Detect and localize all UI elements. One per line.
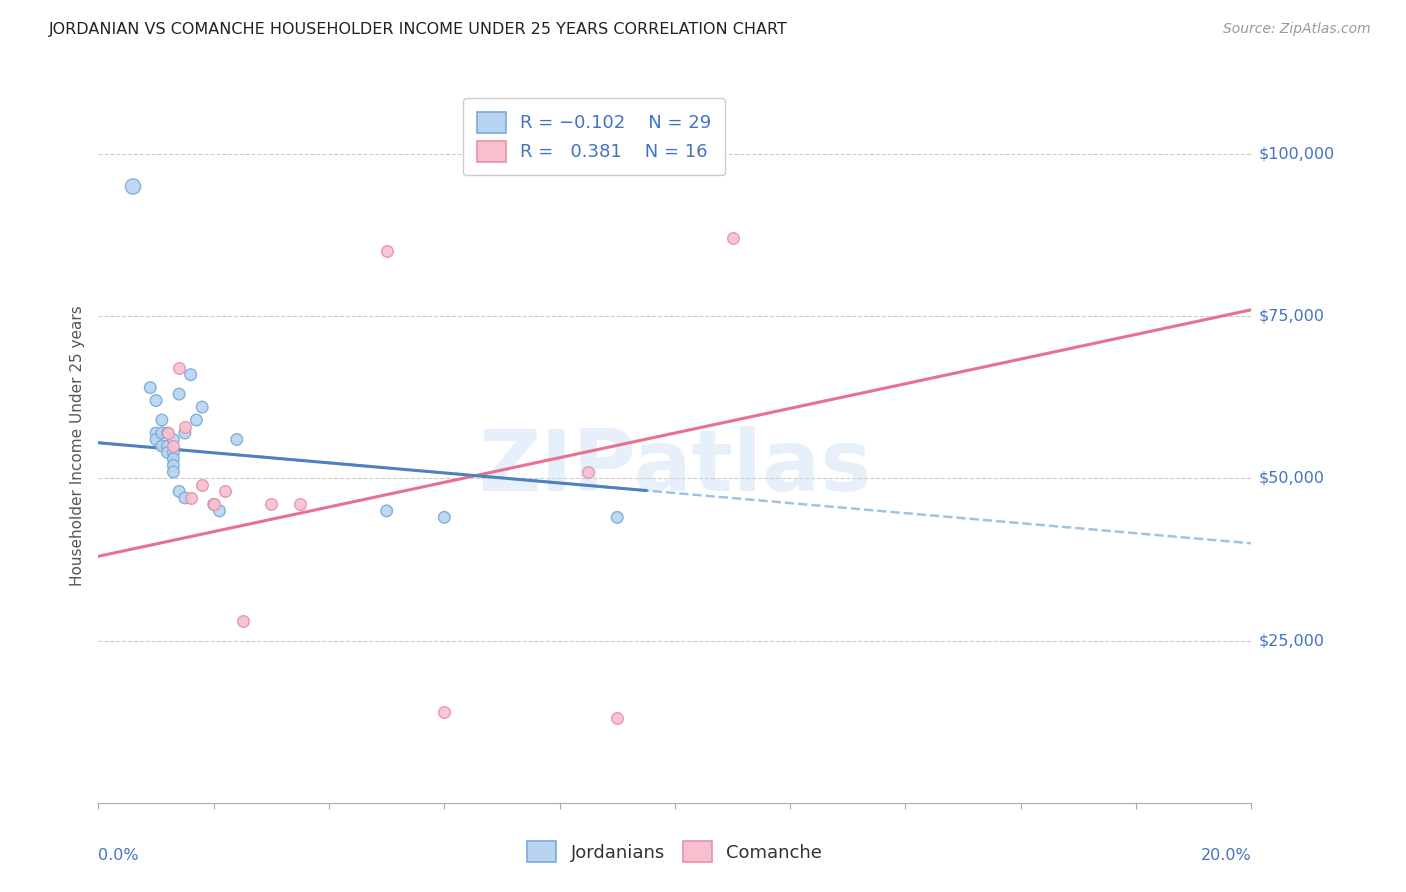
Point xyxy=(606,711,628,725)
Point xyxy=(162,452,184,467)
Text: $100,000: $100,000 xyxy=(1258,146,1334,161)
Point xyxy=(214,484,236,499)
Text: $50,000: $50,000 xyxy=(1258,471,1324,486)
Point xyxy=(156,439,179,453)
Point xyxy=(174,419,197,434)
Text: 0.0%: 0.0% xyxy=(98,848,139,863)
Point xyxy=(150,413,173,427)
Point xyxy=(375,244,398,259)
Point xyxy=(186,413,208,427)
Point xyxy=(167,361,190,376)
Text: 20.0%: 20.0% xyxy=(1201,848,1251,863)
Point xyxy=(721,231,744,245)
Point xyxy=(202,497,225,511)
Text: Source: ZipAtlas.com: Source: ZipAtlas.com xyxy=(1223,22,1371,37)
Point xyxy=(174,425,197,440)
Point xyxy=(162,439,184,453)
Point xyxy=(167,387,190,401)
Point xyxy=(174,491,197,505)
Point xyxy=(180,368,202,382)
Point xyxy=(162,458,184,473)
Point xyxy=(150,425,173,440)
Point xyxy=(191,478,214,492)
Legend: Jordanians, Comanche: Jordanians, Comanche xyxy=(515,828,835,876)
Text: ZIPatlas: ZIPatlas xyxy=(478,425,872,509)
Point xyxy=(162,465,184,479)
Point xyxy=(150,439,173,453)
Point xyxy=(167,484,190,499)
Y-axis label: Householder Income Under 25 years: Householder Income Under 25 years xyxy=(69,306,84,586)
Point xyxy=(122,179,145,194)
Point xyxy=(145,433,167,447)
Point xyxy=(162,433,184,447)
Point xyxy=(145,425,167,440)
Point xyxy=(433,705,456,719)
Point xyxy=(191,400,214,414)
Point xyxy=(375,504,398,518)
Point xyxy=(606,510,628,524)
Point xyxy=(139,381,162,395)
Point xyxy=(156,425,179,440)
Point xyxy=(231,614,254,628)
Point xyxy=(290,497,312,511)
Point xyxy=(156,425,179,440)
Text: JORDANIAN VS COMANCHE HOUSEHOLDER INCOME UNDER 25 YEARS CORRELATION CHART: JORDANIAN VS COMANCHE HOUSEHOLDER INCOME… xyxy=(49,22,789,37)
Point xyxy=(202,497,225,511)
Point xyxy=(208,504,231,518)
Text: $25,000: $25,000 xyxy=(1258,633,1324,648)
Point xyxy=(433,510,456,524)
Point xyxy=(225,433,247,447)
Point xyxy=(260,497,283,511)
Point xyxy=(156,445,179,459)
Text: $75,000: $75,000 xyxy=(1258,309,1324,324)
Point xyxy=(578,465,600,479)
Point xyxy=(180,491,202,505)
Point xyxy=(145,393,167,408)
Point xyxy=(162,445,184,459)
